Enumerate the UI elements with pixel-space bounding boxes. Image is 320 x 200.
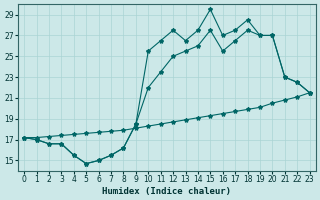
X-axis label: Humidex (Indice chaleur): Humidex (Indice chaleur)	[102, 187, 231, 196]
